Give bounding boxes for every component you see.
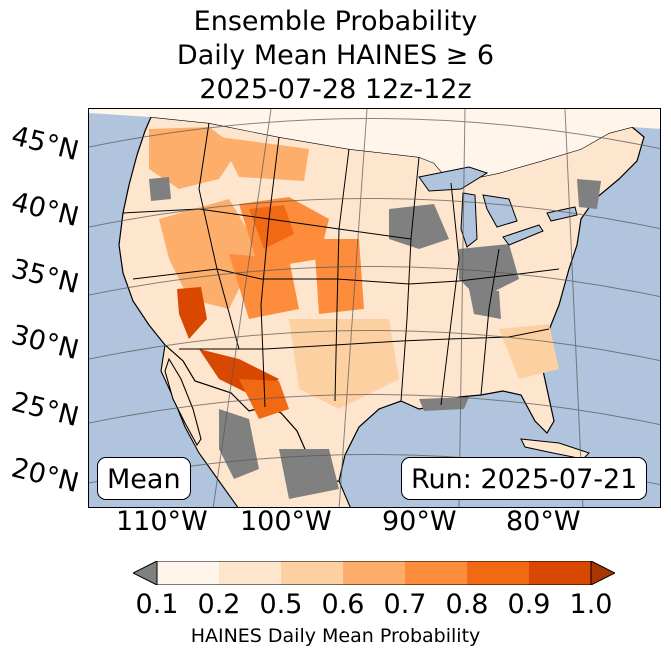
prob-region-great-basin bbox=[159, 199, 259, 309]
colorbar-bin-2 bbox=[281, 561, 344, 585]
colorbar-bin-3 bbox=[343, 561, 406, 585]
lake-huron bbox=[482, 194, 518, 228]
mean-label-box: Mean bbox=[97, 457, 191, 500]
colorbar-tick-5: 0.8 bbox=[445, 589, 489, 620]
prob-region-arizona bbox=[177, 287, 207, 339]
prob-region-wyoming-core bbox=[249, 205, 294, 249]
lake-erie bbox=[502, 224, 544, 246]
title-line-1: Ensemble Probability bbox=[193, 6, 478, 37]
map-panel bbox=[88, 108, 661, 508]
graticule bbox=[89, 109, 660, 507]
lat-label-45: 45°N bbox=[8, 120, 82, 168]
lat-label-40: 40°N bbox=[8, 186, 82, 234]
colorbar-tick-6: 0.9 bbox=[507, 589, 551, 620]
run-date-box: Run: 2025-07-21 bbox=[401, 457, 648, 500]
colorbar-tick-1: 0.2 bbox=[197, 589, 241, 620]
state-boundaries bbox=[122, 122, 560, 408]
baja-peninsula bbox=[164, 357, 202, 447]
colorbar-bin-1 bbox=[219, 561, 282, 585]
colorbar-tick-3: 0.6 bbox=[321, 589, 365, 620]
prob-region-high-plains bbox=[314, 239, 364, 314]
probability-fill-layer bbox=[149, 127, 559, 419]
colorbar bbox=[133, 561, 615, 585]
colorbar-bin-0 bbox=[157, 561, 220, 585]
title-line-3: 2025-07-28 12z-12z bbox=[199, 74, 472, 105]
gray-patch-idaho bbox=[149, 177, 171, 201]
canada-landmass bbox=[89, 109, 660, 183]
colorbar-frame bbox=[156, 561, 592, 585]
colorbar-over-arrow bbox=[590, 561, 615, 585]
colorbar-label: HAINES Daily Mean Probability bbox=[190, 625, 481, 647]
colorbar-tick-4: 0.7 bbox=[383, 589, 427, 620]
lat-label-20: 20°N bbox=[8, 452, 82, 500]
colorbar-bin-4 bbox=[405, 561, 468, 585]
colorbar-under-arrow bbox=[133, 561, 158, 585]
prob-region-texas bbox=[289, 319, 399, 409]
lake-michigan bbox=[460, 192, 478, 248]
gray-patch-mexico-south bbox=[279, 449, 339, 499]
gray-patch-ozarks bbox=[469, 289, 501, 319]
lon-label-110: 110°W bbox=[116, 506, 208, 537]
cuba-island bbox=[520, 438, 590, 460]
lon-label-90: 90°W bbox=[382, 506, 457, 537]
great-lakes bbox=[418, 166, 578, 248]
prob-region-colorado bbox=[229, 254, 299, 319]
colorbar-tick-2: 0.5 bbox=[259, 589, 303, 620]
map-svg bbox=[89, 109, 660, 507]
lake-superior bbox=[418, 166, 489, 192]
gray-patch-gulf-coast bbox=[419, 397, 469, 411]
colorbar-bin-6 bbox=[529, 561, 592, 585]
colorbar-bin-5 bbox=[467, 561, 530, 585]
title-line-2: Daily Mean HAINES ≥ 6 bbox=[176, 40, 495, 71]
lat-label-30: 30°N bbox=[8, 319, 82, 367]
gray-patch-new-england bbox=[577, 179, 601, 209]
lat-label-35: 35°N bbox=[8, 253, 82, 301]
colorbar-tick-7: 1.0 bbox=[569, 589, 613, 620]
lon-label-80: 80°W bbox=[506, 506, 581, 537]
lon-label-100: 100°W bbox=[240, 506, 332, 537]
prob-region-northwest bbox=[149, 127, 239, 189]
lat-label-25: 25°N bbox=[8, 386, 82, 434]
colorbar-tick-0: 0.1 bbox=[135, 589, 179, 620]
